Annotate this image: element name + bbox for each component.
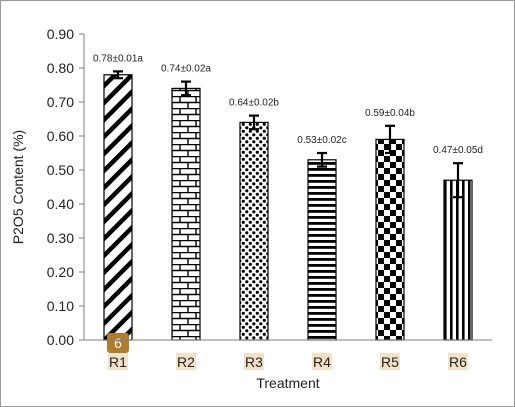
category-label-r1: R1 [109, 354, 127, 370]
category-label-highlight [380, 353, 400, 370]
bar-r1 [103, 74, 133, 341]
category-label-r3: R3 [245, 354, 263, 370]
y-tick-label: 0.50 [47, 162, 74, 178]
y-tick-label: 0.80 [47, 60, 74, 76]
category-label-highlight [176, 353, 196, 370]
data-label-r5: 0.59±0.04b [365, 108, 415, 119]
category-label-r5: R5 [381, 354, 399, 370]
bar-r3 [239, 121, 269, 341]
data-label-r1: 0.78±0.01a [93, 53, 143, 64]
category-label-highlight [244, 353, 264, 370]
y-tick-label: 0.40 [47, 196, 74, 212]
bars: 0.78±0.01a 0.74±0.02a 0.64±0.02b 0.53±0.02c… [93, 53, 483, 341]
y-tick-label: 0.70 [47, 94, 74, 110]
category-label-r4: R4 [313, 354, 331, 370]
y-tick-label: 0.00 [47, 332, 74, 348]
y-tick-label: 0.10 [47, 298, 74, 314]
data-label-r2: 0.74±0.02a [161, 64, 211, 75]
category-label-r6: R6 [449, 354, 467, 370]
page-badge [107, 333, 129, 353]
bar-r5 [375, 138, 405, 341]
x-axis-title: Treatment [256, 375, 319, 391]
category-label-highlight [108, 353, 128, 370]
bar-r6 [443, 179, 473, 341]
category-label-highlight [312, 353, 332, 370]
bar-r2 [171, 87, 201, 341]
data-label-r6: 0.47±0.05d [433, 145, 483, 156]
y-tick-label: 0.60 [47, 128, 74, 144]
data-label-r3: 0.64±0.02b [229, 98, 279, 109]
y-axis-title: P2O5 Content (%) [10, 130, 26, 244]
data-label-r4: 0.53±0.02c [297, 135, 346, 146]
bar-r4 [307, 159, 337, 341]
category-label-r2: R2 [177, 354, 195, 370]
page-badge-number: 6 [114, 335, 122, 351]
y-axis-ticks: 0.00 0.10 0.20 0.30 0.40 0.50 0.60 0.70 0.80 0.90 [47, 26, 84, 348]
category-label-highlight [448, 353, 468, 370]
y-tick-label: 0.30 [47, 230, 74, 246]
y-tick-label: 0.90 [47, 26, 74, 42]
y-tick-label: 0.20 [47, 264, 74, 280]
x-axis-tick-labels: R1 R2 R3 R4 R5 R6 6 [107, 333, 468, 370]
